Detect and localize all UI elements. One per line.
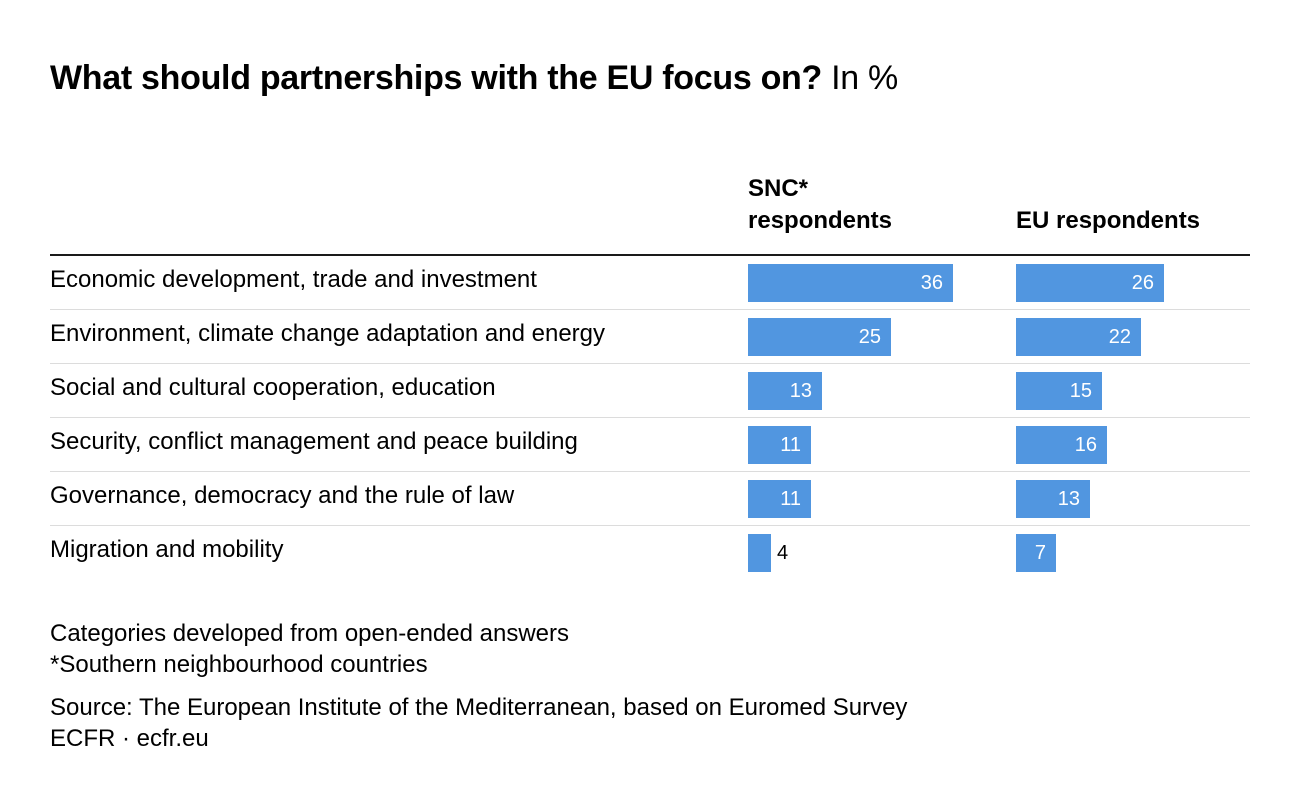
- category-label: Social and cultural cooperation, educati…: [50, 374, 496, 401]
- bar-snc: [748, 318, 891, 356]
- row-separator: [50, 525, 1250, 526]
- bar-eu: [1016, 426, 1107, 464]
- bar-snc: [748, 480, 811, 518]
- chart-title-unit: In %: [831, 59, 898, 97]
- category-label: Migration and mobility: [50, 536, 284, 563]
- category-label: Environment, climate change adaptation a…: [50, 320, 606, 347]
- category-label: Economic development, trade and investme…: [50, 266, 537, 293]
- row-separator: [50, 363, 1250, 364]
- row-separator: [50, 417, 1250, 418]
- value-label-eu: 16: [1074, 434, 1097, 456]
- chart-title-main: What should partnerships with the EU foc…: [50, 59, 822, 97]
- value-label-eu: 15: [1069, 380, 1092, 402]
- footnote-snc-definition: *Southern neighbourhood countries: [50, 651, 428, 678]
- value-label-eu: 13: [1057, 488, 1080, 510]
- value-label-snc: 36: [920, 272, 943, 294]
- bar-eu: [1016, 534, 1056, 572]
- row-separator: [50, 309, 1250, 310]
- bar-eu: [1016, 264, 1164, 302]
- value-label-eu: 22: [1108, 326, 1131, 348]
- bar-eu: [1016, 480, 1090, 518]
- value-label-snc: 4: [777, 542, 789, 564]
- chart-title: What should partnerships with the EU foc…: [50, 56, 898, 100]
- value-label-snc: 11: [780, 488, 801, 510]
- credit-note: ECFR · ecfr.eu: [50, 725, 209, 752]
- value-label-snc: 25: [858, 326, 881, 348]
- value-label-eu: 26: [1131, 272, 1154, 294]
- value-label-eu: 7: [1034, 542, 1046, 564]
- column-header-snc: SNC* respondents: [748, 175, 893, 234]
- category-label: Security, conflict management and peace …: [50, 428, 578, 455]
- row-separator: [50, 471, 1250, 472]
- bar-eu: [1016, 372, 1102, 410]
- value-label-snc: 11: [780, 434, 801, 456]
- category-label: Governance, democracy and the rule of la…: [50, 482, 515, 509]
- column-header-eu: EU respondents: [1016, 207, 1201, 234]
- header-rule: [50, 254, 1250, 256]
- bar-snc: [748, 264, 953, 302]
- source-note: Source: The European Institute of the Me…: [50, 694, 908, 721]
- bar-snc: [748, 426, 811, 464]
- value-label-snc: 13: [789, 380, 812, 402]
- bar-snc: [748, 372, 822, 410]
- bar-snc: [748, 534, 771, 572]
- footnote-categories: Categories developed from open-ended ans…: [50, 620, 569, 647]
- bar-eu: [1016, 318, 1141, 356]
